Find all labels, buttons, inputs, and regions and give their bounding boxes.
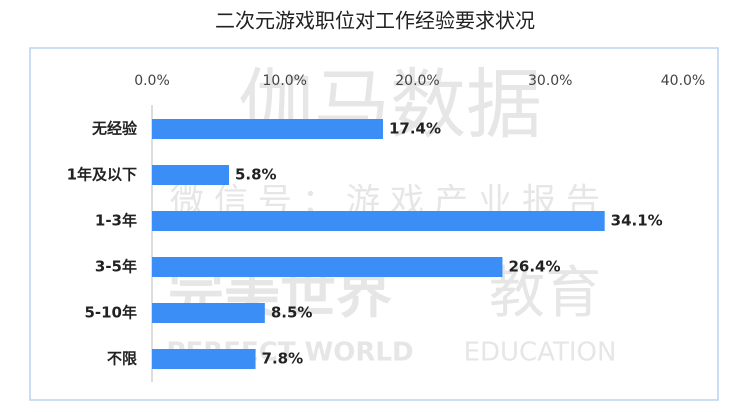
x-tick-label: 10.0% <box>263 73 307 89</box>
bar <box>152 165 229 185</box>
value-label: 34.1% <box>611 212 663 230</box>
value-label: 7.8% <box>262 350 304 368</box>
bar <box>152 211 605 231</box>
value-label: 17.4% <box>389 120 441 138</box>
y-tick-label: 5-10年 <box>84 304 137 322</box>
watermark: EDUCATION <box>464 338 617 368</box>
value-label: 5.8% <box>235 166 277 184</box>
watermark: 教育 <box>489 261 601 326</box>
x-tick-label: 40.0% <box>661 73 705 89</box>
y-tick-label: 不限 <box>107 350 137 368</box>
value-label: 26.4% <box>508 258 560 276</box>
chart-title: 二次元游戏职位对工作经验要求状况 <box>215 9 535 33</box>
bar <box>152 257 503 277</box>
y-tick-label: 3-5年 <box>95 258 137 276</box>
bar <box>152 119 383 139</box>
y-tick-label: 1年及以下 <box>67 166 137 184</box>
bar <box>152 303 265 323</box>
bar <box>152 349 256 369</box>
chart-frame <box>29 47 719 401</box>
y-tick-label: 1-3年 <box>95 212 137 230</box>
x-tick-label: 20.0% <box>395 73 439 89</box>
y-tick-label: 无经验 <box>91 120 138 138</box>
value-label: 8.5% <box>271 304 313 322</box>
x-tick-label: 30.0% <box>528 73 572 89</box>
x-tick-label: 0.0% <box>134 73 170 89</box>
